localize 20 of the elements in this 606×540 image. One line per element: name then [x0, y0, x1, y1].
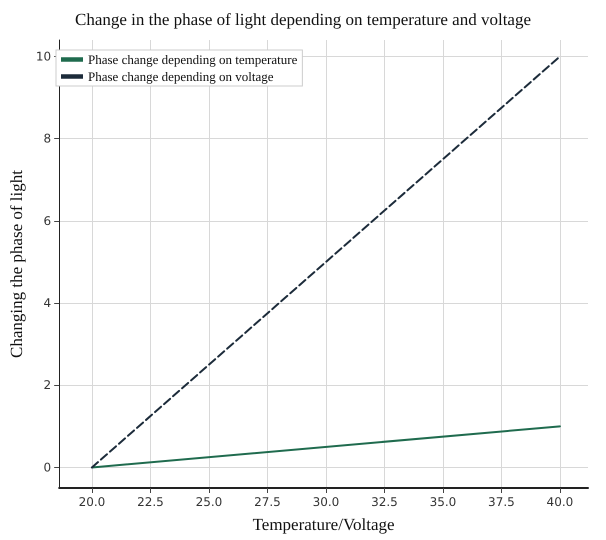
x-tick-label: 40.0 — [546, 495, 574, 509]
x-tick-label: 25.0 — [196, 495, 222, 509]
x-tick-label: 30.0 — [312, 495, 340, 509]
chart-title: Change in the phase of light depending on temperature and voltage — [74, 10, 532, 29]
x-tick-label: 32.5 — [371, 495, 398, 509]
y-tick-label: 8 — [44, 132, 52, 146]
x-tick-label: 37.5 — [488, 495, 515, 509]
y-tick-label: 2 — [44, 378, 52, 392]
x-axis-title: Temperature/Voltage — [252, 515, 395, 534]
legend-label: Phase change depending on temperature — [88, 52, 298, 67]
x-tick-label: 22.5 — [137, 495, 164, 509]
legend-label: Phase change depending on voltage — [88, 69, 274, 84]
y-tick-label: 6 — [44, 214, 52, 228]
y-tick-label: 0 — [44, 460, 52, 474]
x-tick-label: 20.0 — [78, 495, 106, 509]
x-tick-label: 35.0 — [430, 495, 456, 509]
y-tick-label: 10 — [36, 49, 52, 64]
y-axis-title: Changing the phase of light — [7, 170, 26, 358]
x-tick-label: 27.5 — [254, 495, 281, 509]
y-tick-label: 4 — [44, 296, 52, 310]
